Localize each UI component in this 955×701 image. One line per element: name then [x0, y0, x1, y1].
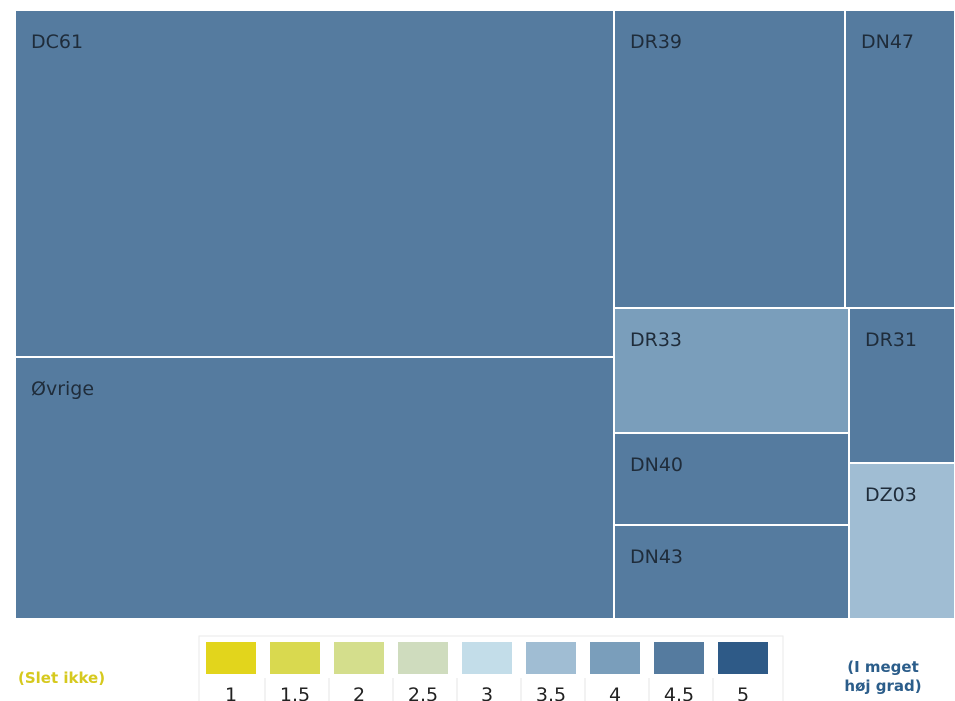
tile-dn47: DN47 — [844, 9, 955, 309]
legend-swatch-3-5 — [526, 642, 576, 674]
tile-rect-dr31 — [848, 307, 955, 464]
tile-rect-dr33 — [613, 307, 850, 434]
tile-rect-dn40 — [613, 432, 850, 526]
legend-tick-2: 2 — [353, 684, 365, 701]
tile-label-dc61: DC61 — [31, 31, 83, 53]
legend-tick-1-5: 1.5 — [280, 684, 310, 701]
tile-label-dn40: DN40 — [630, 454, 683, 476]
tile-label-dn47: DN47 — [861, 31, 914, 53]
tile-dn43: DN43 — [613, 524, 850, 620]
tile-rect-dc61 — [14, 9, 615, 358]
tile-label-dr31: DR31 — [865, 329, 917, 351]
legend-tick-4: 4 — [609, 684, 621, 701]
legend-swatch-1-5 — [270, 642, 320, 674]
tile-rect-dr39 — [613, 9, 846, 309]
treemap-tiles: DC61 Øvrige DR39 DN47 DR33 DR31 DN40 DN43 DZ03 — [14, 9, 955, 620]
legend-tick-4-5: 4.5 — [664, 684, 694, 701]
tile-dc61: DC61 — [14, 9, 615, 358]
tile-label-dr39: DR39 — [630, 31, 682, 53]
tile-dn40: DN40 — [613, 432, 850, 526]
tile-dz03: DZ03 — [848, 462, 955, 620]
tile-label-dz03: DZ03 — [865, 484, 917, 506]
legend-tick-3-5: 3.5 — [536, 684, 566, 701]
tile-rect-dn47 — [844, 9, 955, 309]
tile-dr31: DR31 — [848, 307, 955, 464]
tile-rect-vrige — [14, 356, 615, 620]
tile-dr33: DR33 — [613, 307, 850, 434]
legend-low-text: (Slet ikke) — [18, 669, 106, 687]
legend-high-text-line1: (I meget — [847, 658, 919, 676]
tile-label-vrige: Øvrige — [31, 378, 94, 400]
legend-tick-5: 5 — [737, 684, 749, 701]
legend-swatch-2-5 — [398, 642, 448, 674]
tile-rect-dz03 — [848, 462, 955, 620]
tile-label-dn43: DN43 — [630, 546, 683, 568]
legend-swatch-4-5 — [654, 642, 704, 674]
tile-vrige: Øvrige — [14, 356, 615, 620]
legend-swatch-5 — [718, 642, 768, 674]
legend-swatch-1 — [206, 642, 256, 674]
legend-tick-3: 3 — [481, 684, 493, 701]
legend-swatch-4 — [590, 642, 640, 674]
legend-tick-1: 1 — [225, 684, 237, 701]
legend-high-text-line2: høj grad) — [844, 677, 922, 695]
tile-rect-dn43 — [613, 524, 850, 620]
tile-label-dr33: DR33 — [630, 329, 682, 351]
color-legend: 1 1.5 2 2.5 3 3.5 4 4.5 5 — [198, 635, 784, 701]
legend-tick-2-5: 2.5 — [408, 684, 438, 701]
legend-high-label: (I meget høj grad) — [820, 658, 946, 696]
legend-low-label: (Slet ikke) — [18, 669, 105, 688]
legend-swatch-2 — [334, 642, 384, 674]
legend-swatch-3 — [462, 642, 512, 674]
tile-dr39: DR39 — [613, 9, 846, 309]
